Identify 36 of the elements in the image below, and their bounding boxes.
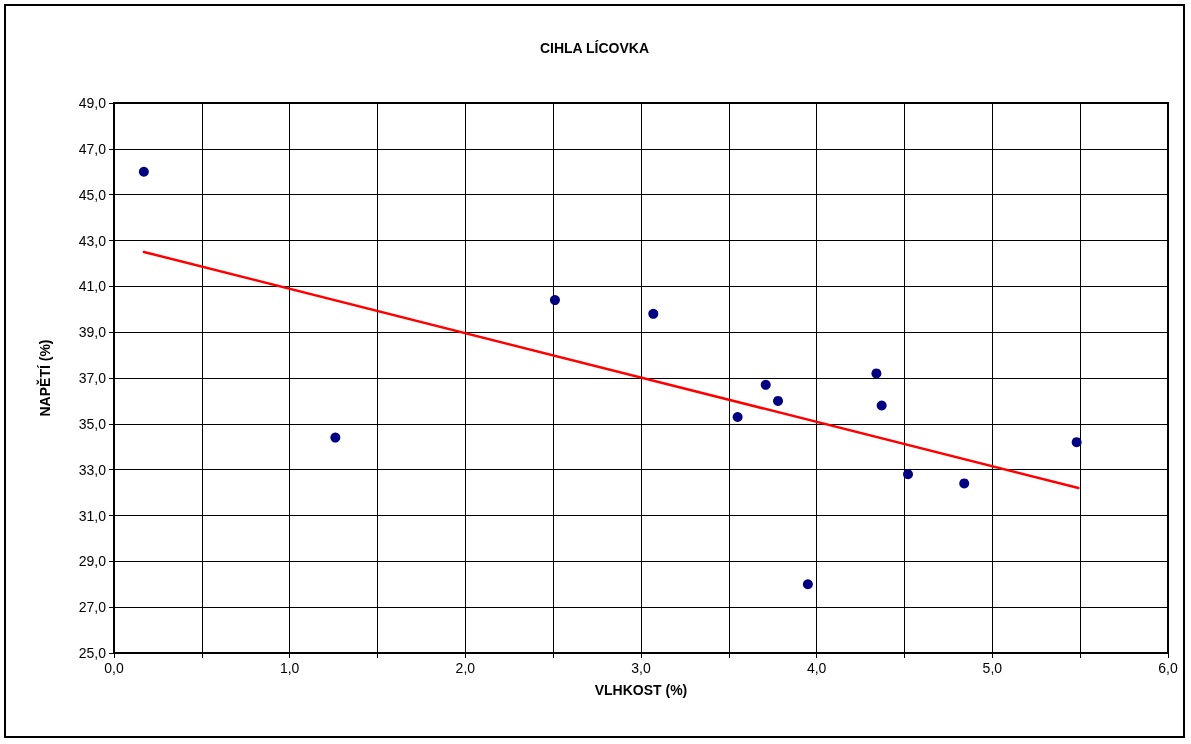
x-tick-label: 1,0 — [279, 660, 300, 676]
point — [1071, 437, 1082, 448]
y-tick-label: 49,0 — [78, 95, 107, 111]
y-tick-label: 39,0 — [78, 324, 107, 341]
x-tick-label: 4,0 — [806, 660, 827, 676]
x-tick-label: 2,0 — [455, 660, 476, 676]
y-tick-label: 37,0 — [78, 370, 107, 386]
point — [138, 166, 149, 177]
point — [903, 469, 914, 480]
x-tick-label: 3,0 — [631, 660, 651, 676]
point — [773, 395, 784, 406]
y-tick-label: 27,0 — [78, 599, 107, 616]
point — [871, 368, 882, 379]
point — [959, 478, 970, 489]
y-tick-label: 33,0 — [78, 461, 107, 478]
y-tick-label: 43,0 — [78, 232, 107, 249]
y-tick-label: 47,0 — [78, 140, 107, 157]
y-tick-label: 41,0 — [78, 278, 107, 295]
y-tick-label: 29,0 — [78, 553, 107, 570]
y-tick-label: 31,0 — [78, 507, 107, 524]
y-axis-title: NAPĚTÍ (%) — [36, 339, 53, 417]
chart-title: CIHLA LÍCOVKA — [539, 40, 650, 56]
point — [648, 308, 659, 319]
point — [760, 379, 771, 390]
point — [549, 295, 560, 306]
x-tick-label: 0,0 — [104, 660, 124, 676]
x-tick-label: 6,0 — [1158, 660, 1178, 676]
point — [732, 411, 743, 422]
point — [802, 579, 813, 590]
x-axis-title: VLHKOST (%) — [594, 682, 688, 698]
x-tick-label: 5,0 — [982, 660, 1003, 676]
y-tick-label: 35,0 — [78, 415, 107, 432]
y-tick-label: 25,0 — [78, 645, 107, 661]
point — [876, 400, 887, 411]
y-tick-label: 45,0 — [78, 186, 107, 203]
point — [330, 432, 341, 443]
